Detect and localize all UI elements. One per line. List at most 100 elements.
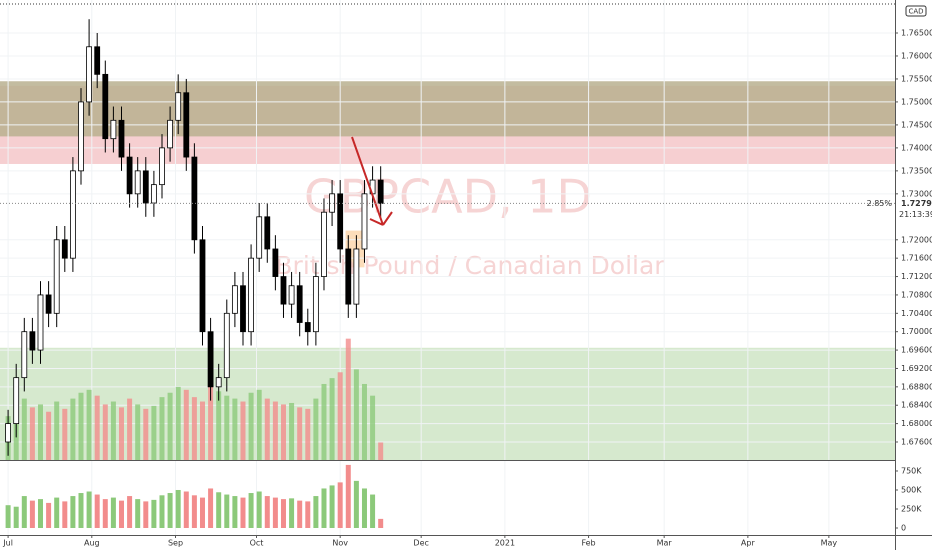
candle-body [29,331,36,351]
volume-bar [151,499,157,528]
volume-bar [110,497,116,528]
volume-overlay-bar [199,401,205,460]
currency-box[interactable] [905,5,927,17]
volume-overlay-bar [118,407,124,460]
x-tick-label: Aug [84,539,100,548]
candle-body [61,239,68,259]
volume-bar [118,500,124,528]
candle-body [280,276,287,305]
volume-bar [337,482,343,528]
y-tick-label: 1.70000 [901,327,932,336]
candle-body [69,170,76,259]
volume-bar [232,496,238,528]
volume-bar [305,501,311,528]
y-tick-label: 1.76000 [901,51,932,60]
candle-body [118,119,125,158]
currency[interactable]: CAD [908,8,923,16]
zone [0,347,895,460]
candle-body [345,248,352,305]
volume-overlay-bar [272,401,278,460]
candle-body [126,156,133,195]
candle-body [134,170,141,195]
y-tick-label: 1.73500 [901,166,932,175]
volume-overlay-bar [54,401,60,460]
volume-bar [135,499,141,528]
candle-body [37,294,44,351]
volume-tick-label: 750K [901,466,922,475]
countdown-label: 21:13:39 [899,210,932,219]
y-tick-label: 1.76500 [901,28,932,37]
candle-body [329,193,335,213]
volume-bar [378,518,384,528]
volume-overlay-bar [264,398,270,460]
volume-overlay-bar [127,398,133,460]
candle-body [199,239,206,333]
x-tick-label: 2021 [495,539,515,548]
y-tick-label: 1.67600 [901,437,932,446]
volume-bar [37,499,43,528]
candle-body [21,331,28,379]
x-tick-label: Oct [250,539,264,548]
candle-body [86,46,92,103]
volume-tick-label: 0 [901,524,906,533]
volume-bar [183,491,189,528]
x-tick-label: Apr [741,539,756,548]
volume-overlay-bar [13,419,19,460]
volume-bar [224,494,230,528]
grid [0,0,898,538]
volume-bar [78,493,84,528]
volume-bar [199,497,205,528]
volume-overlay-bar [159,397,165,460]
volume-overlay-bar [175,386,181,460]
volume-bar [272,497,278,528]
candle-body [150,184,157,204]
volume-overlay-bar [135,404,141,460]
y-tick-label: 1.69600 [901,346,932,355]
volume-bar [29,500,35,528]
y-tick-label: 1.68400 [901,401,932,410]
volume-bar [62,501,68,528]
volume-overlay-bar [305,408,311,460]
x-tick-label: Sep [168,539,183,548]
volume-overlay-bar [378,442,384,460]
y-tick-label: 1.75000 [901,97,932,106]
volume-overlay-bar [216,391,222,460]
volume-bar [159,495,165,528]
candle-body [183,92,190,158]
volume-bar [143,501,149,528]
volume-bar [54,497,60,528]
volume-overlay-bar [37,404,43,460]
volume-overlay-bar [143,408,149,460]
volume-bar [175,489,181,528]
volume-bar [329,485,335,528]
volume-overlay-bar [151,405,157,460]
volume-overlay-bar [208,383,214,460]
candle-body [110,119,117,140]
volume-bar [289,498,295,528]
volume-bar [353,480,359,528]
volume-overlay-bar [297,407,303,460]
volume-overlay-bar [62,408,68,460]
volume-overlay-bar [94,395,100,460]
candle-body [175,92,182,121]
volume-overlay-bar [21,398,27,460]
volume-overlay-bar [232,398,238,460]
volume-bar [256,491,262,528]
volume-bar [127,496,133,528]
candle-body [361,193,368,250]
y-tick-label: 1.74000 [901,143,932,152]
candle-body [272,248,279,277]
candle-body [231,285,238,314]
candle-body [304,322,311,333]
volume-overlay-bar [280,404,286,460]
volume-bar [167,493,173,528]
candle-body [13,377,20,425]
candle-body [102,73,109,140]
candle-body [159,147,165,186]
volume-overlay-bar [224,395,230,460]
volume-overlay-bar [46,411,52,460]
volume-overlay-bar [110,401,116,460]
arrow-annotation [351,136,393,226]
